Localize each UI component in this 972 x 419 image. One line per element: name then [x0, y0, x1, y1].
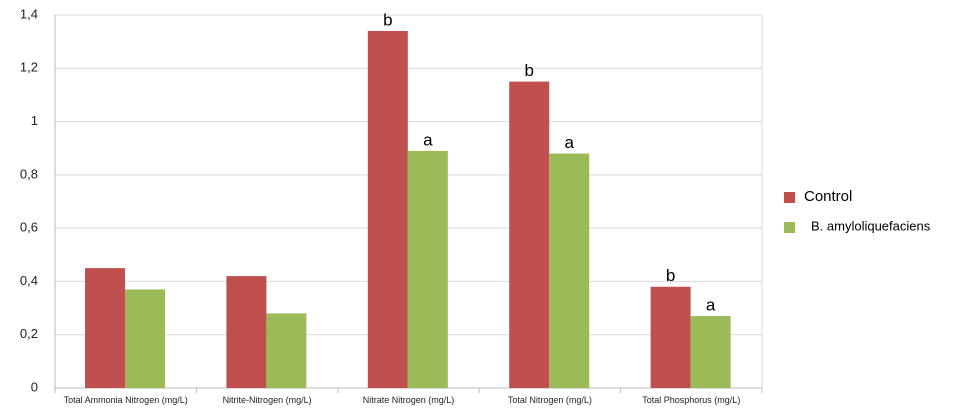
- y-tick-label: 1,2: [20, 60, 38, 75]
- bar: [407, 150, 448, 388]
- legend-swatch: [784, 192, 795, 203]
- bar: [690, 316, 731, 388]
- significance-label: a: [564, 133, 574, 152]
- y-tick-label: 1: [31, 113, 38, 128]
- bar: [226, 276, 267, 388]
- x-tick-label: Total Ammonia Nitrogen (mg/L): [63, 395, 188, 405]
- legend-label: B. amyloliquefaciens: [811, 218, 931, 233]
- significance-label: b: [666, 266, 675, 285]
- legend-label: Control: [804, 188, 852, 205]
- bar: [509, 81, 550, 388]
- significance-label: b: [524, 61, 533, 80]
- bar: [266, 313, 307, 388]
- significance-label: a: [423, 130, 433, 149]
- bar: [367, 30, 408, 388]
- bar: [549, 153, 590, 388]
- legend-swatch: [784, 222, 795, 233]
- bar: [85, 268, 125, 388]
- y-tick-label: 1,4: [20, 6, 38, 21]
- bar: [650, 286, 691, 388]
- y-tick-label: 0,2: [20, 326, 38, 341]
- significance-label: a: [706, 296, 716, 315]
- bar: [125, 289, 165, 388]
- x-tick-label: Nitrate Nitrogen (mg/L): [362, 395, 455, 405]
- x-tick-label: Nitrite-Nitrogen (mg/L): [222, 395, 312, 405]
- x-tick-label: Total Phosphorus (mg/L): [642, 395, 741, 405]
- y-tick-label: 0,4: [20, 273, 38, 288]
- y-tick-label: 0,6: [20, 220, 38, 235]
- significance-label: b: [383, 10, 392, 29]
- y-tick-label: 0: [31, 379, 38, 394]
- x-tick-label: Total Nitrogen (mg/L): [507, 395, 592, 405]
- y-tick-label: 0,8: [20, 166, 38, 181]
